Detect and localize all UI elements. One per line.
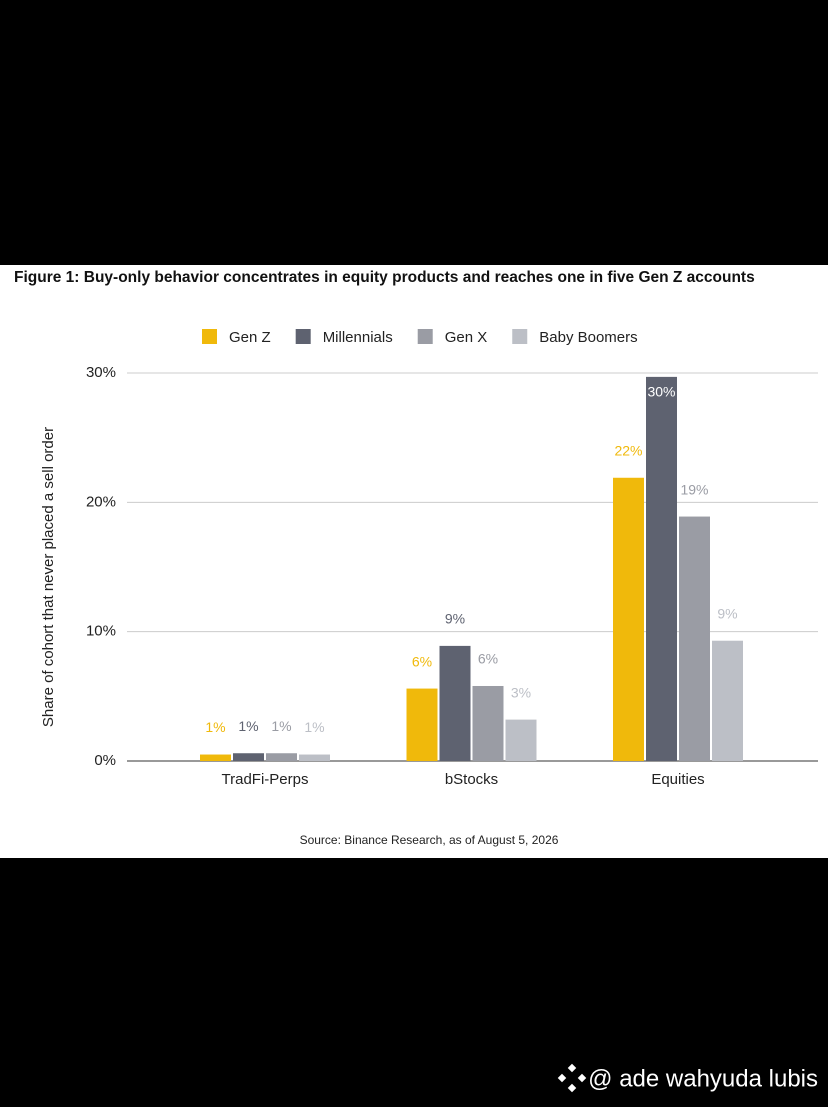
bar <box>439 645 471 761</box>
bar <box>406 688 438 761</box>
bar <box>233 753 264 761</box>
bar <box>613 477 644 761</box>
bar <box>712 640 743 761</box>
y-axis-label: Share of cohort that never placed a sell… <box>40 427 57 727</box>
source: Source: Binance Research, as of August 5… <box>300 833 559 847</box>
value-label: 3% <box>511 684 531 700</box>
bar <box>505 719 537 761</box>
x-tick-label: bStocks <box>445 771 498 788</box>
chart-title: Figure 1: Buy-only behavior concentrates… <box>14 269 755 286</box>
x-tick-label: TradFi-Perps <box>222 771 309 788</box>
value-label: 1% <box>205 719 225 735</box>
legend-swatch <box>512 329 528 344</box>
legend-label: Millennials <box>323 329 393 346</box>
legend-swatch <box>417 329 433 344</box>
watermark-icon <box>557 1063 587 1093</box>
legend-label: Gen X <box>445 329 488 346</box>
value-label: 6% <box>412 653 432 669</box>
value-label: 1% <box>271 718 291 734</box>
value-label: 6% <box>478 651 498 667</box>
value-label: 30% <box>647 384 675 400</box>
bar <box>472 685 504 761</box>
bar <box>299 754 330 761</box>
value-label: 9% <box>717 605 737 621</box>
bar <box>646 376 677 761</box>
legend-swatch <box>295 329 311 344</box>
value-label: 19% <box>680 481 708 497</box>
value-label: 9% <box>445 611 465 627</box>
legend-label: Gen Z <box>229 329 271 346</box>
legend-swatch <box>202 329 217 344</box>
watermark: @ ade wahyuda lubis <box>588 1065 818 1092</box>
value-label: 1% <box>238 718 258 734</box>
value-label: 22% <box>614 442 642 458</box>
y-tick-label: 10% <box>86 623 116 640</box>
bar <box>266 753 297 761</box>
x-tick-label: Equities <box>651 771 704 788</box>
y-tick-label: 20% <box>86 493 116 510</box>
y-tick-label: 30% <box>86 364 116 381</box>
legend-label: Baby Boomers <box>539 329 637 346</box>
y-tick-label: 0% <box>94 752 116 769</box>
bar <box>200 754 231 761</box>
bar <box>679 516 710 761</box>
value-label: 1% <box>304 719 324 735</box>
